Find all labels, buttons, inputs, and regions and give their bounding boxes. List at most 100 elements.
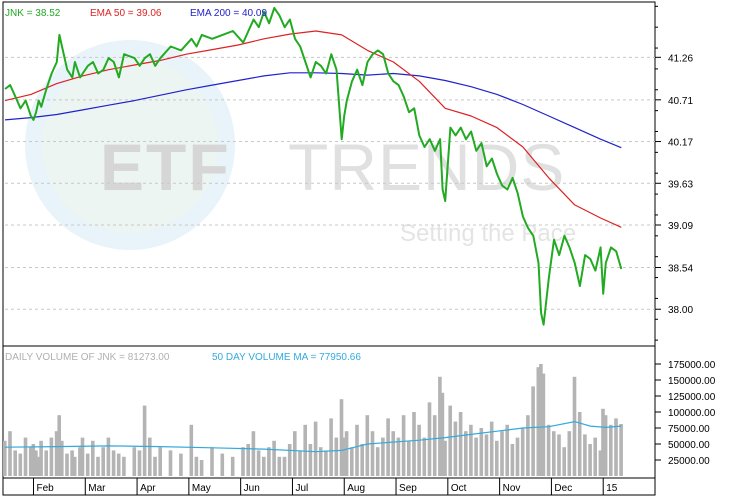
volume-bar — [448, 405, 452, 476]
volume-bar — [342, 437, 346, 476]
volume-bar — [324, 450, 328, 476]
month-label: Sep — [399, 483, 417, 494]
volume-bar — [474, 437, 478, 476]
volume-bar — [567, 431, 572, 476]
volume-bar — [230, 456, 235, 476]
volume-bar — [510, 444, 515, 476]
volume-bar — [28, 447, 33, 476]
month-label: 15 — [606, 483, 618, 494]
volume-bar — [287, 444, 292, 476]
volume-bar — [386, 418, 390, 476]
volume-bar — [539, 364, 543, 476]
volume-tick-label: 150000.00 — [668, 376, 716, 387]
volume-tick-label: 25000.00 — [668, 456, 710, 467]
volume-bar — [303, 424, 307, 476]
volume-bar — [443, 440, 447, 476]
volume-bar — [515, 437, 520, 476]
volume-bar — [546, 424, 551, 476]
volume-bar — [609, 424, 613, 476]
volume-bar — [153, 456, 157, 476]
volume-bar — [350, 447, 354, 476]
volume-bar — [49, 437, 54, 476]
volume-tick-label: 50000.00 — [668, 440, 710, 451]
legend-volume-ma: 50 DAY VOLUME MA = 77950.66 — [212, 352, 361, 363]
volume-bar — [72, 456, 77, 476]
volume-bar — [520, 428, 525, 476]
volume-bar — [391, 431, 395, 476]
volume-ma-path — [4, 420, 622, 453]
price-axis: 41.26 40.71 40.17 39.63 39.09 38.54 38.00 — [655, 5, 693, 341]
volume-tick-label: 100000.00 — [668, 408, 716, 419]
month-label: Apr — [140, 483, 156, 494]
volume-bar — [614, 418, 618, 476]
month-label: May — [192, 483, 211, 494]
price-tick-label: 40.71 — [668, 96, 693, 107]
watermark: ETF TRENDS Setting the Pace — [25, 40, 576, 250]
volume-bar — [132, 447, 137, 476]
month-label: Nov — [503, 483, 521, 494]
volume-bar — [251, 431, 256, 476]
volume-bar — [440, 392, 445, 476]
volume-bar — [577, 412, 582, 476]
volume-bar — [282, 456, 287, 476]
volume-bar — [365, 415, 370, 476]
ema200-line — [4, 72, 622, 149]
volume-bar — [54, 431, 59, 476]
volume-bar — [412, 412, 416, 476]
price-tick-label: 38.00 — [668, 305, 693, 316]
legend-ema50: EMA 50 = 39.06 — [90, 8, 162, 19]
volume-bar — [168, 450, 173, 476]
volume-bar — [536, 367, 541, 476]
volume-bar — [619, 424, 623, 476]
date-axis-strip — [2, 477, 656, 496]
volume-bar — [438, 376, 442, 476]
volume-bar — [194, 456, 199, 476]
volume-bar — [601, 408, 605, 476]
volume-bar — [137, 450, 142, 476]
price-tick-label: 41.26 — [668, 53, 693, 64]
volume-bar — [453, 421, 458, 476]
volume-bar — [531, 386, 535, 476]
volume-bar — [479, 428, 484, 476]
month-label: Oct — [451, 483, 467, 494]
volume-bar — [277, 456, 282, 476]
price-tick-label: 40.17 — [668, 138, 693, 149]
legend-ema200: EMA 200 = 40.09 — [190, 8, 267, 19]
volume-bar — [34, 450, 38, 476]
volume-bar — [422, 437, 427, 476]
volume-tick-label: 75000.00 — [668, 424, 710, 435]
volume-bar — [355, 424, 359, 476]
volume-bar — [60, 440, 64, 476]
volume-bar — [598, 450, 603, 476]
volume-bar — [3, 440, 7, 476]
volume-bar — [458, 412, 463, 476]
volume-bar — [557, 434, 561, 476]
volume-bar — [603, 415, 608, 476]
volume-bar — [148, 437, 152, 476]
volume-bar — [562, 447, 566, 476]
volume-bar — [36, 456, 41, 476]
volume-bar — [572, 376, 577, 476]
volume-bar — [91, 440, 95, 476]
volume-bar — [256, 450, 261, 476]
volume-bar — [469, 424, 473, 476]
volume-bar — [298, 450, 302, 476]
ema50-line — [4, 30, 622, 228]
volume-bar — [199, 460, 204, 476]
month-axis: Feb Mar Apr May Jun Jul Aug Sep Oct Nov Dec 15 — [32, 478, 618, 495]
volume-bar — [272, 440, 276, 476]
jnk-price-line — [4, 6, 623, 326]
volume-bar — [57, 415, 61, 476]
volume-bar — [44, 450, 48, 476]
volume-tick-label: 175000.00 — [668, 360, 716, 371]
volume-bar — [70, 450, 74, 476]
volume-bar — [495, 440, 499, 476]
volume-bar — [96, 456, 100, 476]
volume-bar — [210, 447, 214, 476]
volume-bar — [552, 431, 556, 476]
volume-bar — [246, 444, 250, 476]
month-label: Dec — [554, 483, 572, 494]
month-label: Jul — [295, 483, 308, 494]
volume-bar — [39, 440, 43, 476]
